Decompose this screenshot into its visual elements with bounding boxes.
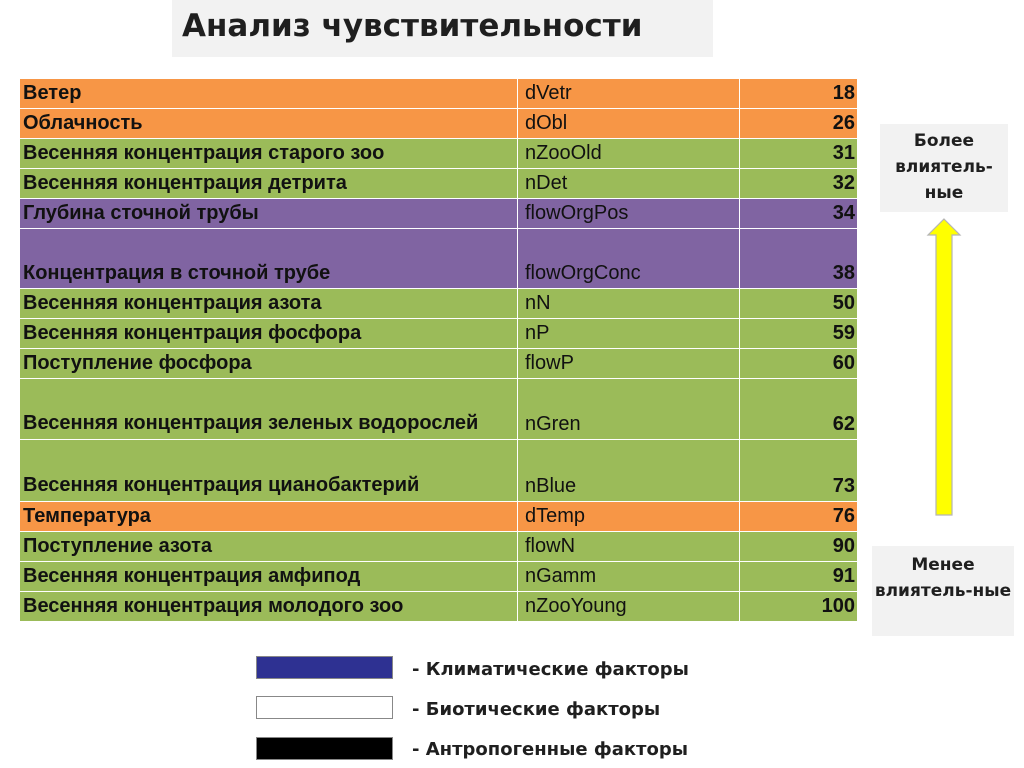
table-row: Весенняя концентрация фосфора nP 59	[19, 318, 858, 349]
row-value: 26	[739, 108, 858, 139]
row-code: nBlue	[517, 439, 740, 502]
row-name: Поступление фосфора	[19, 348, 518, 379]
table-row: Весенняя концентрация молодого зоо nZooYo…	[19, 591, 858, 622]
row-name: Весенняя концентрация азота	[19, 288, 518, 319]
row-code: nDet	[517, 168, 740, 199]
title-background	[172, 0, 713, 57]
row-value: 73	[739, 439, 858, 502]
row-name: Весенняя концентрация зеленых водорослей	[19, 378, 518, 440]
row-value: 50	[739, 288, 858, 319]
table-row: Весенняя концентрация старого зоо nZooOld…	[19, 138, 858, 169]
row-code: nGren	[517, 378, 740, 440]
table-row: Ветер dVetr 18	[19, 78, 858, 109]
row-name: Поступление азота	[19, 531, 518, 562]
table-row: Весенняя концентрация зеленых водорослей…	[19, 378, 858, 440]
row-name: Весенняя концентрация амфипод	[19, 561, 518, 592]
legend-text-biotic: - Биотические факторы	[412, 699, 661, 720]
legend-text-anthropogenic: - Антропогенные факторы	[412, 739, 689, 760]
row-value: 38	[739, 228, 858, 289]
row-value: 76	[739, 501, 858, 532]
less-influential-text: Менее влиятель-ные	[874, 555, 1012, 601]
table-row: Поступление фосфора flowP 60	[19, 348, 858, 379]
legend-text-climatic: - Климатические факторы	[412, 659, 689, 680]
row-code: flowOrgConc	[517, 228, 740, 289]
row-code: dTemp	[517, 501, 740, 532]
row-name: Весенняя концентрация старого зоо	[19, 138, 518, 169]
row-name: Глубина сточной трубы	[19, 198, 518, 229]
row-code: flowN	[517, 531, 740, 562]
table-body: Ветер dVetr 18 Облачность dObl 26 Весенняя кон…	[19, 78, 858, 622]
row-value: 90	[739, 531, 858, 562]
row-value: 59	[739, 318, 858, 349]
row-code: nN	[517, 288, 740, 319]
row-value: 62	[739, 378, 858, 440]
row-value: 91	[739, 561, 858, 592]
sensitivity-table: Ветер dVetr 18 Облачность dObl 26 Весенняя кон…	[19, 78, 858, 622]
table-row: Весенняя концентрация азота nN 50	[19, 288, 858, 319]
row-name: Облачность	[19, 108, 518, 139]
row-value: 32	[739, 168, 858, 199]
row-value: 100	[739, 591, 858, 622]
row-value: 34	[739, 198, 858, 229]
table-row: Весенняя концентрация цианобактерий nBlue…	[19, 439, 858, 502]
row-code: nZooOld	[517, 138, 740, 169]
table-row: Облачность dObl 26	[19, 108, 858, 139]
influence-arrow-icon	[926, 218, 962, 516]
row-code: flowP	[517, 348, 740, 379]
table-row: Весенняя концентрация детрита nDet 32	[19, 168, 858, 199]
row-code: nGamm	[517, 561, 740, 592]
table-row: Весенняя концентрация амфипод nGamm 91	[19, 561, 858, 592]
arrow-shape	[926, 218, 962, 516]
legend-swatch-biotic	[256, 696, 393, 719]
table-row: Температура dTemp 76	[19, 501, 858, 532]
less-influential-label: Менее влиятель-ные	[872, 546, 1014, 636]
row-value: 60	[739, 348, 858, 379]
more-influential-text: Более влиятель-ные	[895, 131, 993, 203]
row-value: 31	[739, 138, 858, 169]
table-row: Глубина сточной трубы flowOrgPos 34	[19, 198, 858, 229]
row-code: dVetr	[517, 78, 740, 109]
table-row: Концентрация в сточной трубе flowOrgConc 3…	[19, 228, 858, 289]
row-name: Весенняя концентрация цианобактерий	[19, 439, 518, 502]
row-value: 18	[739, 78, 858, 109]
row-name: Весенняя концентрация фосфора	[19, 318, 518, 349]
slide-title: Анализ чувствительности	[182, 8, 643, 44]
legend-swatch-anthropogenic	[256, 737, 393, 760]
row-code: dObl	[517, 108, 740, 139]
more-influential-label: Более влиятель-ные	[880, 124, 1008, 212]
row-name: Ветер	[19, 78, 518, 109]
row-name: Концентрация в сточной трубе	[19, 228, 518, 289]
table-row: Поступление азота flowN 90	[19, 531, 858, 562]
row-code: nZooYoung	[517, 591, 740, 622]
row-name: Весенняя концентрация детрита	[19, 168, 518, 199]
row-name: Температура	[19, 501, 518, 532]
row-code: nP	[517, 318, 740, 349]
row-name: Весенняя концентрация молодого зоо	[19, 591, 518, 622]
legend-swatch-climatic	[256, 656, 393, 679]
row-code: flowOrgPos	[517, 198, 740, 229]
